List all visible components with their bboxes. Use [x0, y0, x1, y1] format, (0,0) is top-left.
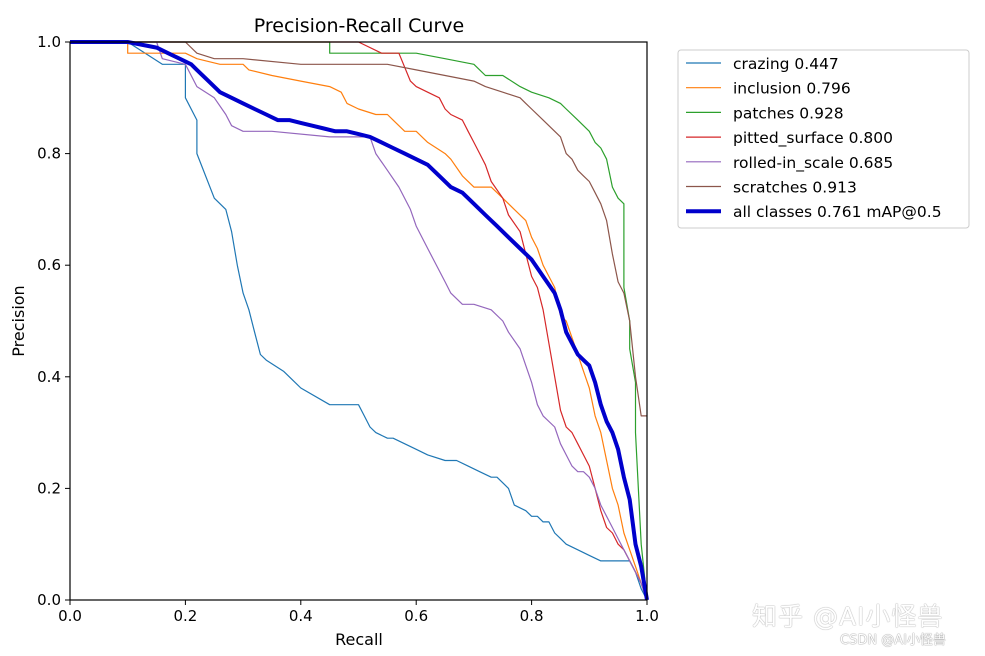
watermark-csdn: CSDN @AI小怪兽	[840, 633, 946, 648]
legend-label-2: patches 0.928	[733, 104, 844, 122]
y-tick-label-0: 0.0	[37, 591, 61, 609]
legend-label-5: scratches 0.913	[733, 179, 857, 197]
y-tick-label-2: 0.4	[37, 368, 61, 386]
legend-label-0: crazing 0.447	[733, 55, 839, 73]
series-line-2	[70, 41, 648, 601]
x-tick-label-2: 0.4	[289, 607, 313, 625]
x-tick-label-0: 0.0	[58, 607, 82, 625]
legend-box	[677, 49, 970, 229]
legend-label-4: rolled-in_scale 0.685	[733, 154, 893, 173]
x-tick-label-4: 0.8	[520, 607, 544, 625]
legend-label-1: inclusion 0.796	[733, 80, 851, 98]
legend-label-3: pitted_surface 0.800	[733, 129, 893, 148]
plot-frame	[69, 41, 648, 601]
chart-title: Precision-Recall Curve	[254, 15, 464, 37]
x-axis: 0.0 0.2 0.4 0.6 0.8 1.0	[58, 600, 659, 625]
series-line-3	[70, 41, 648, 601]
y-axis-label: Precision	[9, 285, 28, 356]
legend: crazing 0.447 inclusion 0.796 patches 0.92…	[677, 49, 970, 229]
x-tick-label-3: 0.6	[404, 607, 428, 625]
legend-entries: crazing 0.447 inclusion 0.796 patches 0.92…	[686, 55, 942, 221]
series-line-6	[70, 40, 649, 601]
series-layer	[70, 40, 649, 601]
y-tick-label-5: 1.0	[37, 33, 61, 51]
y-tick-label-1: 0.2	[37, 479, 61, 497]
x-tick-label-1: 0.2	[173, 607, 197, 625]
series-line-4	[70, 41, 648, 601]
series-line-0	[70, 41, 648, 601]
legend-label-6: all classes 0.761 mAP@0.5	[733, 203, 942, 221]
x-tick-label-5: 1.0	[635, 607, 659, 625]
y-tick-label-3: 0.6	[37, 256, 61, 274]
y-axis: 0.0 0.2 0.4 0.6 0.8 1.0	[37, 33, 70, 609]
watermark-zhihu: 知乎 @AI小怪兽	[752, 602, 944, 631]
series-line-5	[70, 41, 647, 417]
y-tick-label-4: 0.8	[37, 145, 61, 163]
x-axis-label: Recall	[335, 630, 383, 649]
series-line-1	[70, 41, 648, 601]
